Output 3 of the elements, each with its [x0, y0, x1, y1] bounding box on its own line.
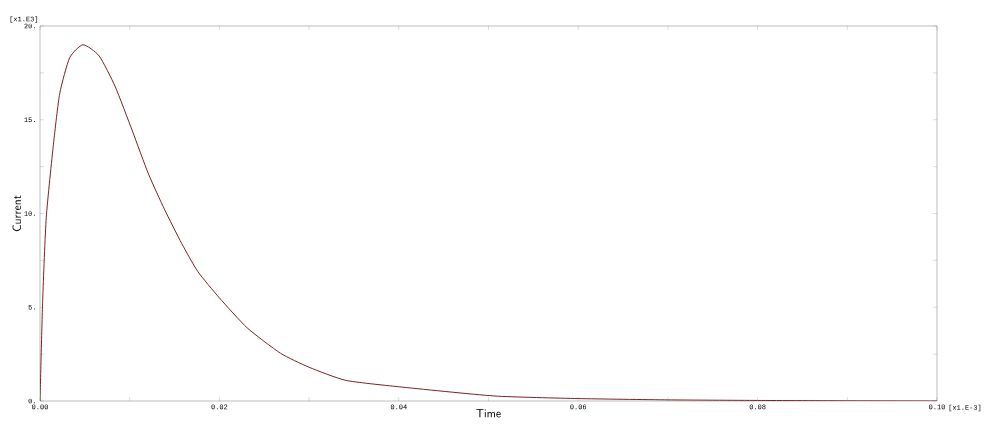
line-series — [40, 44, 938, 401]
x-axis-title: Time — [476, 409, 501, 418]
y-axis-title: Current — [12, 195, 22, 232]
